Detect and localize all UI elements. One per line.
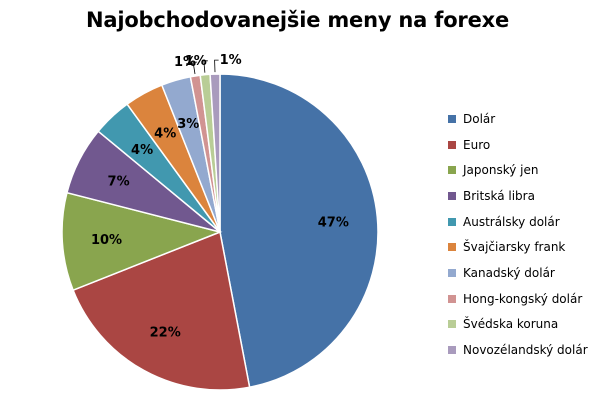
- slice-label-dolar: 47%: [318, 215, 349, 230]
- legend-swatch: [448, 191, 456, 200]
- legend-item-svajciarsky-frank: Švajčiarsky frank: [448, 234, 593, 260]
- slice-label-hong-kongsky-dolar: 1%: [174, 55, 196, 70]
- leader-line-svedska-koruna: [203, 60, 208, 73]
- legend-label: Britská libra: [463, 188, 535, 203]
- legend-swatch: [448, 346, 456, 355]
- legend-swatch: [448, 166, 456, 175]
- legend-label: Dolár: [463, 111, 496, 126]
- legend-label: Hong-kongský dolár: [463, 291, 583, 306]
- pie-slice-dolar: [219, 73, 379, 389]
- legend-swatch: [448, 217, 456, 226]
- pie-slice-euro: [72, 230, 251, 391]
- pie-slice-novozelandsky-dolar: [209, 73, 221, 233]
- chart-legend: Dolár Euro Japonský jen Britská libra Austrá…: [448, 106, 593, 363]
- legend-swatch: [448, 320, 456, 329]
- legend-label: Austrálsky dolár: [463, 214, 560, 229]
- leader-line-hong-kongsky-dolar: [192, 61, 198, 75]
- legend-label: Euro: [463, 137, 491, 152]
- legend-item-hong-kongsky-dolar: Hong-kongský dolár: [448, 286, 593, 312]
- legend-label: Kanadský dolár: [463, 265, 555, 280]
- slice-label-britska-libra: 7%: [108, 174, 130, 189]
- slice-label-svajciarsky-frank: 4%: [154, 126, 176, 141]
- legend-item-australsky-dolar: Austrálsky dolár: [448, 209, 593, 235]
- slice-label-kanadsky-dolar: 3%: [177, 117, 199, 132]
- legend-swatch: [448, 294, 456, 303]
- slice-label-novozelandsky-dolar: 1%: [220, 53, 242, 68]
- legend-label: Švajčiarsky frank: [463, 240, 566, 255]
- legend-swatch: [448, 268, 456, 277]
- leader-line-novozelandsky-dolar: [214, 59, 219, 73]
- slice-label-svedska-koruna: 1%: [185, 54, 207, 69]
- legend-swatch: [448, 243, 456, 252]
- legend-label: Novozélandský dolár: [463, 343, 588, 358]
- pie-slice-japonsky-jen: [61, 191, 223, 292]
- legend-label: Švédska koruna: [463, 317, 559, 332]
- legend-item-dolar: Dolár: [448, 106, 593, 132]
- slice-label-australsky-dolar: 4%: [131, 143, 153, 158]
- slice-label-euro: 22%: [150, 326, 181, 341]
- legend-item-novozelandsky-dolar: Novozélandský dolár: [448, 337, 593, 363]
- slice-label-japonsky-jen: 10%: [91, 233, 122, 248]
- legend-swatch: [448, 114, 456, 123]
- legend-swatch: [448, 140, 456, 149]
- legend-item-japonsky-jen: Japonský jen: [448, 157, 593, 183]
- legend-label: Japonský jen: [463, 163, 539, 178]
- legend-item-kanadsky-dolar: Kanadský dolár: [448, 260, 593, 286]
- legend-item-svedska-koruna: Švédska koruna: [448, 312, 593, 338]
- legend-item-euro: Euro: [448, 132, 593, 158]
- legend-item-britska-libra: Britská libra: [448, 183, 593, 209]
- chart-title: Najobchodovanejšie meny na forexe: [85, 8, 510, 32]
